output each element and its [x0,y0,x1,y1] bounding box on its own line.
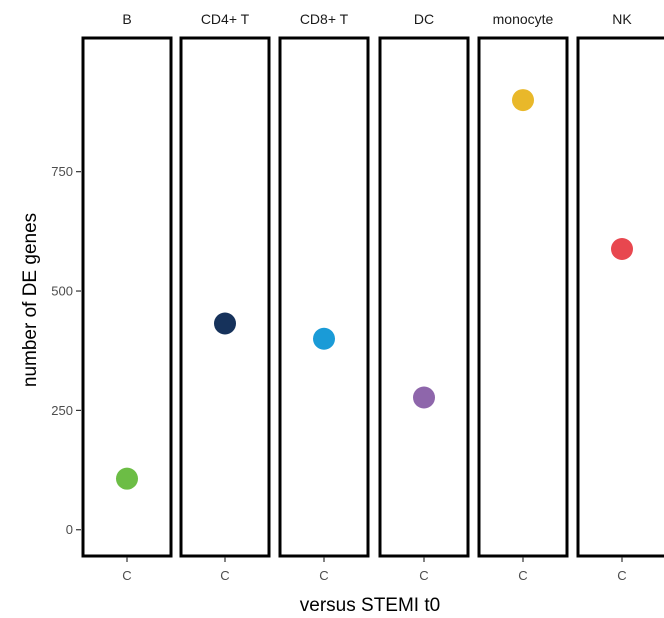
panel-border [378,36,470,558]
data-point-cd4-t [214,312,236,335]
facet-label: CD8+ T [300,11,349,27]
data-point-cd8-t [313,327,335,350]
y-axis-title: number of DE genes [20,213,41,387]
facet-label: monocyte [493,11,554,27]
y-tick-label: 250 [51,403,73,418]
y-tick-label: 500 [51,284,73,299]
facet-label: DC [414,11,434,27]
panel-border [278,36,370,558]
x-tick-label: C [419,568,428,583]
x-axis-title: versus STEMI t0 [300,595,440,616]
facet-panel-dc: DC C [378,11,470,583]
facet-panel-nk: NK C [576,11,664,583]
facet-panel-cd4-t: CD4+ T C [179,11,271,583]
panel-border [576,36,664,558]
y-axis: 0 250 500 750 [51,164,81,537]
y-tick-label: 750 [51,164,73,179]
facet-panel-monocyte: monocyte C [477,11,569,583]
x-tick-label: C [518,568,527,583]
facet-label: CD4+ T [201,11,250,27]
x-tick-label: C [319,568,328,583]
data-point-monocyte [512,89,534,112]
panel-border [179,36,271,558]
x-tick-label: C [617,568,626,583]
facet-label: B [122,11,131,27]
data-point-b [116,467,138,490]
facet-panel-b: BC [81,11,173,583]
panel-border [477,36,569,558]
x-tick-label: C [220,568,229,583]
y-tick-label: 0 [66,522,73,537]
data-point-dc [413,386,435,409]
data-point-nk [611,238,633,261]
facet-panel-cd8-t: CD8+ T C [278,11,370,583]
x-tick-label: C [122,568,131,583]
facet-label: NK [612,11,632,27]
